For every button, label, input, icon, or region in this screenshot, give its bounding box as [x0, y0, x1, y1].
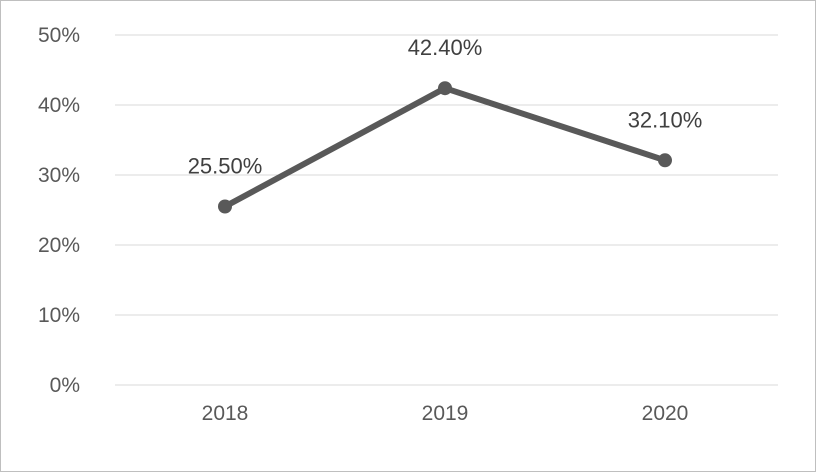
series [218, 81, 672, 214]
y-tick-label-5: 50% [38, 24, 80, 47]
x-tick-label-2018: 2018 [202, 402, 249, 425]
y-axis-tick-labels: 0% 10% 20% 30% 40% 50% [38, 24, 80, 397]
y-tick-label-0: 0% [50, 374, 80, 397]
series-line-0 [222, 85, 668, 210]
x-axis-tick-labels: 2018 2019 2020 [202, 402, 689, 425]
x-tick-label-2019: 2019 [422, 402, 469, 425]
gridlines [115, 34, 778, 386]
data-label-2020: 32.10% [628, 107, 703, 132]
data-point-2019 [438, 81, 452, 96]
data-point-2018 [218, 199, 232, 214]
y-tick-label-4: 40% [38, 94, 80, 117]
data-label-2019: 42.40% [408, 35, 483, 60]
x-tick-label-2020: 2020 [642, 402, 689, 425]
y-tick-label-2: 20% [38, 234, 80, 257]
y-tick-label-3: 30% [38, 164, 80, 187]
y-tick-label-1: 10% [38, 304, 80, 327]
data-label-2018: 25.50% [188, 154, 263, 179]
data-point-2020 [658, 153, 672, 168]
data-labels: 25.50% 42.40% 32.10% [188, 35, 703, 178]
